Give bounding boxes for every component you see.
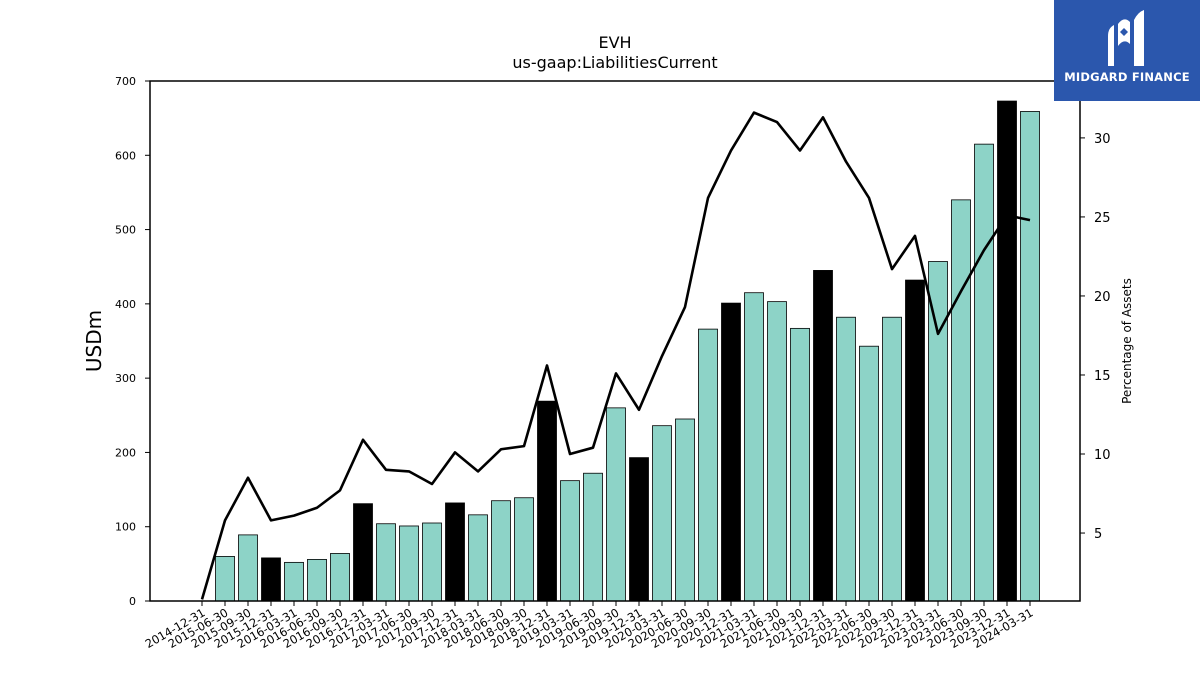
bar <box>583 472 603 602</box>
bar <box>399 525 419 602</box>
brand-logo: MIDGARD FINANCE <box>1054 0 1200 101</box>
bar <box>744 292 764 602</box>
bar <box>997 100 1017 602</box>
bar <box>491 500 511 602</box>
chart-subtitle: us-gaap:LiabilitiesCurrent <box>512 53 717 72</box>
bar <box>468 514 488 602</box>
bar <box>675 418 695 602</box>
bar <box>652 425 672 602</box>
line-group <box>200 111 1031 600</box>
y2-tick-label: 15 <box>1094 369 1111 384</box>
y-tick-label: 200 <box>115 446 136 459</box>
bar <box>928 261 948 602</box>
bar <box>284 561 304 602</box>
y-tick-label: 0 <box>129 595 136 608</box>
bar <box>813 270 833 602</box>
bar <box>307 559 327 602</box>
chart-title: EVH <box>598 33 631 52</box>
bar <box>560 480 580 602</box>
bar <box>514 497 534 602</box>
bar <box>606 407 626 602</box>
y-tick-label: 100 <box>115 521 136 534</box>
bar <box>330 553 350 602</box>
bar <box>698 328 718 602</box>
y2-tick-label: 20 <box>1094 290 1111 305</box>
y2-tick-label: 5 <box>1094 527 1102 542</box>
bar <box>445 502 465 602</box>
y-axis: 0 100 200 300 400 500 600 700 <box>115 75 150 608</box>
bar <box>882 316 902 602</box>
y-tick-label: 300 <box>115 372 136 385</box>
bar <box>422 522 442 602</box>
y-axis-label: USDm <box>82 310 106 372</box>
bar <box>261 557 281 602</box>
y-tick-label: 700 <box>115 75 136 88</box>
bar <box>537 400 557 602</box>
bar <box>767 301 787 602</box>
bar <box>215 556 235 602</box>
plot-frame <box>149 80 1081 602</box>
y2-tick-label: 30 <box>1094 132 1111 147</box>
y2-axis: 5 10 15 20 25 30 <box>1080 132 1111 542</box>
bar <box>790 327 810 602</box>
series-line <box>200 111 1031 600</box>
bar <box>376 523 396 602</box>
bars-group <box>215 100 1040 602</box>
bar <box>951 199 971 602</box>
bar <box>721 302 741 602</box>
y-tick-label: 500 <box>115 224 136 237</box>
y2-axis-label: Percentage of Assets <box>1120 278 1134 404</box>
y2-tick-label: 10 <box>1094 448 1111 463</box>
bar <box>859 345 879 602</box>
bar <box>1020 111 1040 602</box>
x-axis: 2014-12-312015-06-302015-09-302015-12-31… <box>143 601 1036 651</box>
y-tick-label: 400 <box>115 298 136 311</box>
bar <box>905 279 925 602</box>
midgard-logo-icon <box>1108 10 1144 66</box>
y2-tick-label: 25 <box>1094 211 1111 226</box>
bar <box>353 503 373 602</box>
y-tick-label: 600 <box>115 149 136 162</box>
bar <box>836 316 856 602</box>
bar <box>974 143 994 602</box>
logo-text: MIDGARD FINANCE <box>1064 70 1190 84</box>
bar <box>629 457 649 602</box>
bar <box>238 534 258 602</box>
